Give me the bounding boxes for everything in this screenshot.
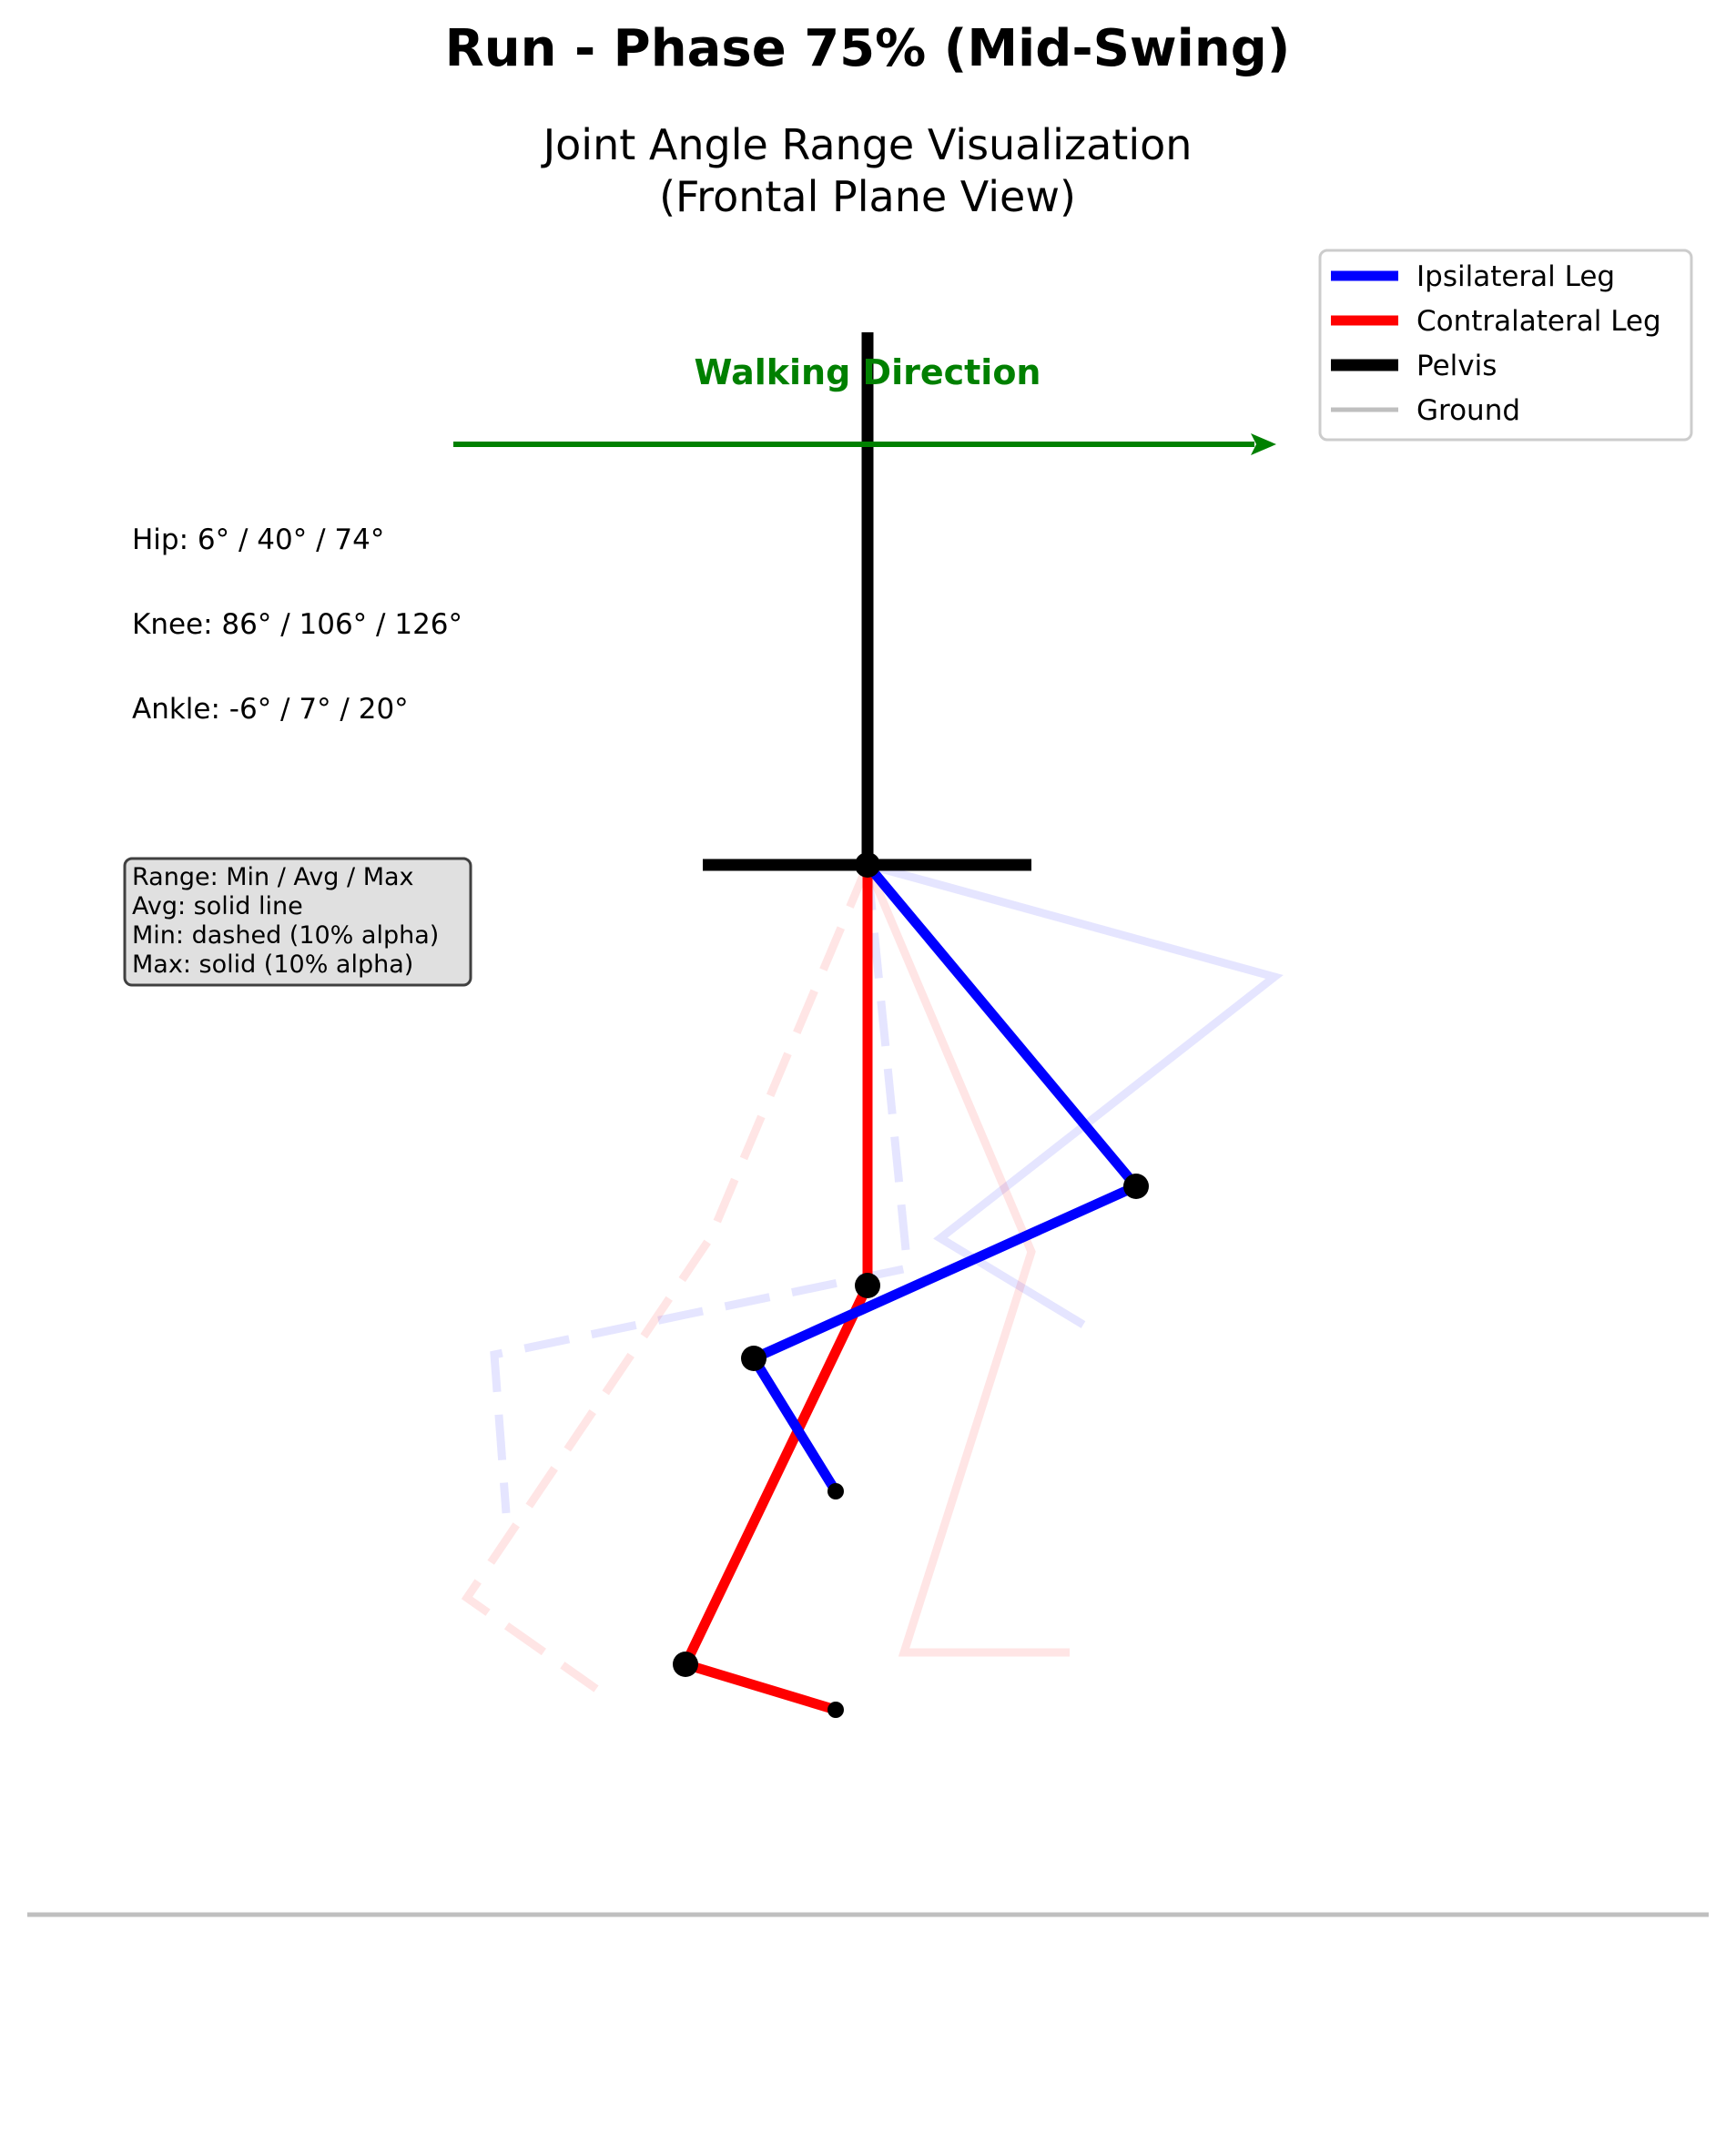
subtitle-line-2: (Frontal Plane View) bbox=[659, 172, 1076, 221]
note-line-1: Range: Min / Avg / Max bbox=[132, 863, 414, 891]
range-poses bbox=[461, 860, 1284, 1692]
direction-arrow-head bbox=[1251, 433, 1276, 455]
ankle-angle-text: Ankle: -6° / 7° / 20° bbox=[132, 693, 409, 726]
legend: Ipsilateral Leg Contralateral Leg Pelvis… bbox=[1318, 249, 1693, 442]
contralateral-ankle-joint bbox=[673, 1652, 698, 1677]
contralateral-knee-joint bbox=[855, 1273, 880, 1298]
legend-frame bbox=[1318, 249, 1693, 442]
range-note-box: Range: Min / Avg / Max Avg: solid line M… bbox=[123, 857, 472, 987]
direction-label: Walking Direction bbox=[695, 352, 1041, 392]
note-box-background bbox=[123, 857, 472, 987]
note-line-3: Min: dashed (10% alpha) bbox=[132, 921, 439, 950]
legend-label-pelvis: Pelvis bbox=[1416, 350, 1497, 382]
hip-angle-text: Hip: 6° / 40° / 74° bbox=[132, 524, 384, 556]
ipsilateral-leg bbox=[748, 861, 1142, 1494]
ipsilateral-knee-joint bbox=[1123, 1174, 1149, 1199]
note-line-2: Avg: solid line bbox=[132, 892, 303, 920]
ipsilateral-max-pose bbox=[866, 860, 1284, 1328]
legend-label-contralateral: Contralateral Leg bbox=[1416, 305, 1661, 338]
contralateral-toe bbox=[827, 1702, 844, 1718]
ipsilateral-min-pose bbox=[490, 864, 912, 1514]
legend-label-ipsilateral: Ipsilateral Leg bbox=[1416, 260, 1615, 293]
contralateral-min-pose bbox=[461, 863, 872, 1692]
contralateral-max-pose bbox=[863, 863, 1070, 1657]
note-line-4: Max: solid (10% alpha) bbox=[132, 950, 413, 979]
subtitle-line-1: Joint Angle Range Visualization bbox=[541, 120, 1193, 169]
legend-label-ground: Ground bbox=[1416, 394, 1520, 427]
knee-angle-text: Knee: 86° / 106° / 126° bbox=[132, 608, 462, 641]
figure-title: Run - Phase 75% (Mid-Swing) bbox=[445, 19, 1291, 78]
ipsilateral-toe bbox=[827, 1483, 844, 1499]
contralateral-leg bbox=[680, 865, 873, 1715]
hip-joint bbox=[855, 852, 880, 878]
ipsilateral-ankle-joint bbox=[741, 1346, 766, 1371]
